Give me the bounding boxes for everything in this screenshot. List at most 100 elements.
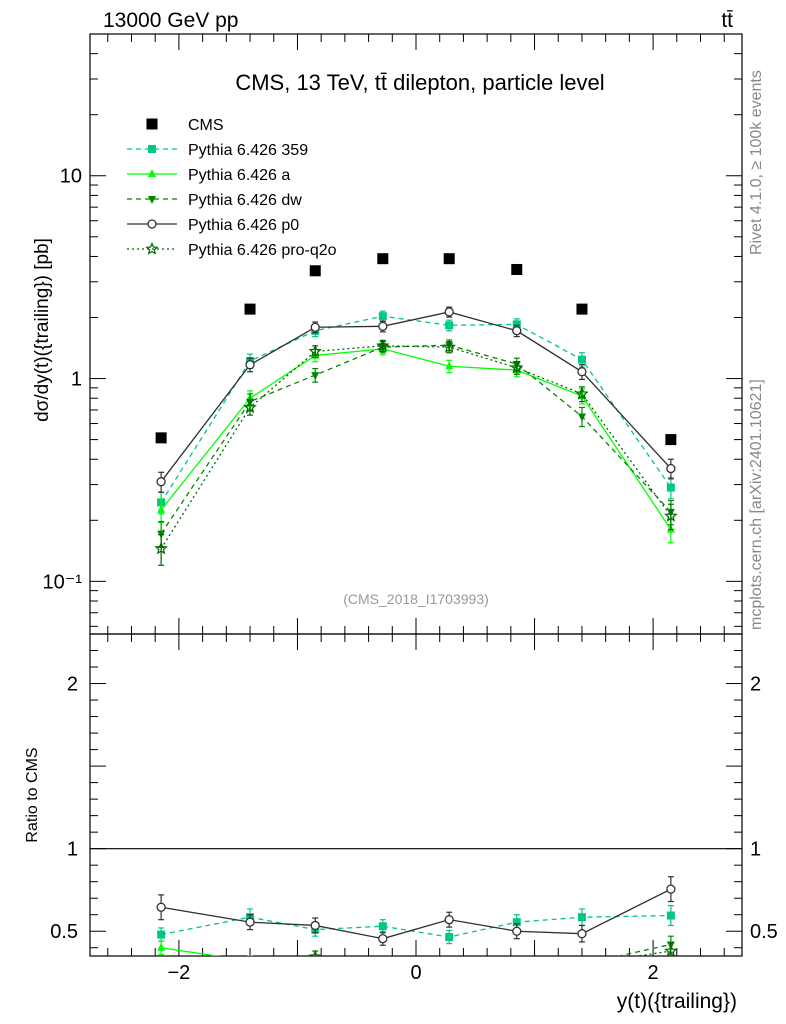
marker-triangle-down: [311, 372, 320, 381]
ratio-y-tick-label: 2: [67, 674, 78, 696]
x-tick-label: −2: [168, 962, 191, 984]
marker-triangle-up: [445, 361, 454, 370]
legend-label: CMS: [188, 117, 224, 134]
energy-label: 13000 GeV pp: [103, 9, 238, 32]
main-series-a: [157, 342, 675, 544]
marker-star: [378, 959, 388, 969]
marker-square: [378, 922, 387, 931]
marker-square: [577, 913, 586, 922]
marker-square: [665, 434, 677, 446]
ratio-series-p359: [157, 905, 675, 945]
marker-star: [664, 943, 678, 956]
source-label: mcplots.cern.ch [arXiv:2401.10621]: [748, 379, 765, 630]
marker-square: [511, 263, 523, 275]
marker-star: [145, 241, 159, 255]
marker-square: [445, 933, 454, 942]
y-label-text: dσ/dy(t)({trailing}) [pb]: [32, 238, 53, 422]
marker-circle: [147, 219, 157, 229]
y-tick-label: 1: [71, 369, 82, 391]
marker-square: [576, 303, 588, 315]
marker-square: [155, 432, 167, 444]
ratio-y-label: Ratio to CMS: [24, 747, 41, 842]
watermark: (CMS_2018_I1703993): [343, 591, 489, 607]
marker-circle: [666, 463, 676, 474]
marker-square: [666, 483, 675, 492]
marker-triangle-up: [379, 961, 387, 969]
marker-star: [154, 541, 168, 555]
marker-square: [157, 930, 166, 939]
marker-star: [243, 400, 257, 414]
legend-label: Pythia 6.426 a: [188, 167, 290, 184]
marker-square: [445, 321, 454, 330]
marker-triangle-down: [513, 961, 521, 969]
ratio-y-tick-label-right: 1: [750, 839, 761, 861]
main-series-proq2o: [154, 338, 678, 566]
main-line-p359: [160, 315, 672, 503]
legend-label: Pythia 6.426 dw: [188, 192, 302, 209]
marker-circle: [310, 920, 320, 931]
main-line-p0: [160, 311, 672, 483]
ratio-frame: [89, 633, 743, 957]
ratio-series-a: [157, 940, 586, 969]
main-series-p359: [157, 310, 675, 515]
marker-circle: [245, 360, 255, 370]
marker-circle: [378, 934, 388, 944]
ratio-series-p0: [156, 876, 676, 946]
ratio-y-tick-label: 0.5: [50, 921, 78, 943]
legend-item-p359: Pythia 6.426 359: [127, 142, 308, 159]
marker-square: [146, 118, 158, 130]
ratio-y-tick-label-right: 2: [750, 674, 761, 696]
marker-triangle-up: [513, 959, 521, 967]
marker-square: [148, 145, 156, 153]
marker-triangle-up: [250, 955, 251, 956]
marker-star: [245, 959, 255, 969]
marker-triangle-up: [148, 169, 156, 177]
legend-label: Pythia 6.426 p0: [188, 217, 299, 234]
main-series-p0: [156, 306, 676, 493]
marker-circle: [245, 917, 255, 927]
marker-triangle-down: [246, 961, 254, 969]
legend-item-proq2o: Pythia 6.426 pro-q2o: [127, 241, 337, 259]
main-y-label: dσ/dy(t)({trailing}) [pb]: [32, 238, 53, 422]
marker-triangle-up: [311, 959, 319, 967]
legend-item-cms: CMS: [146, 117, 224, 134]
marker-square: [666, 911, 675, 920]
marker-circle: [512, 926, 522, 936]
ratio-y-tick-label-right: 0.5: [750, 921, 778, 943]
marker-circle: [577, 367, 587, 377]
marker-circle: [156, 902, 166, 912]
marker-circle: [310, 322, 320, 332]
marker-star: [444, 959, 454, 969]
marker-triangle-up: [157, 504, 166, 513]
marker-triangle-up: [578, 959, 586, 967]
marker-triangle-down: [577, 413, 586, 422]
marker-triangle-down: [148, 196, 156, 204]
marker-star: [664, 508, 678, 522]
ratio-plot-area: [90, 848, 742, 969]
marker-triangle-up: [445, 961, 453, 969]
marker-triangle-down: [311, 958, 319, 966]
marker-square: [244, 303, 256, 315]
main-series-cms: [155, 253, 677, 446]
main-line-dw: [160, 344, 672, 534]
marker-star: [308, 344, 322, 358]
marker-circle: [378, 321, 388, 331]
marker-square: [443, 253, 455, 265]
ratio-line-p359: [161, 914, 671, 938]
marker-square: [512, 918, 521, 927]
marker-triangle-down: [379, 961, 387, 969]
legend-item-a: Pythia 6.426 a: [127, 167, 290, 184]
ratio-y-tick-label: 1: [67, 839, 78, 861]
ratio-x-ticks: −2 0 2: [107, 634, 725, 984]
marker-circle: [444, 307, 454, 317]
marker-star: [376, 338, 390, 352]
marker-triangle-down: [445, 961, 453, 969]
marker-triangle-down: [578, 961, 586, 969]
legend-item-dw: Pythia 6.426 dw: [127, 192, 302, 209]
marker-circle: [577, 929, 587, 939]
main-series-dw: [157, 339, 675, 549]
main-panel: 10⁻¹ 1 10 CMS, 13 TeV, tt̄ dilepton, parti…: [32, 33, 743, 635]
marker-star: [442, 339, 456, 353]
marker-star: [512, 959, 522, 969]
